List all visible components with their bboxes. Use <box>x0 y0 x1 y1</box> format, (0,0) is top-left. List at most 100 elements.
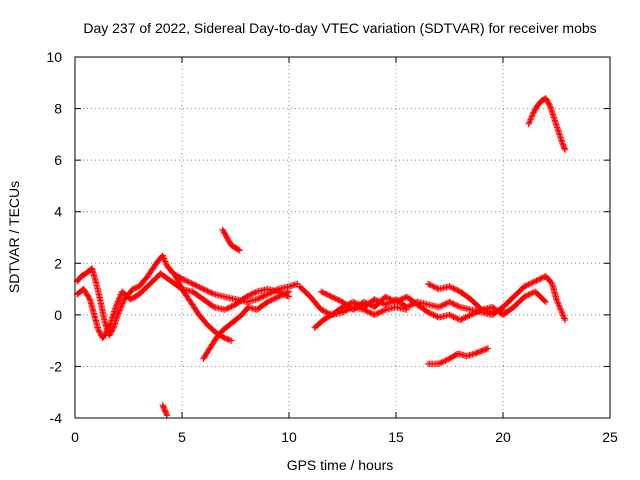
data-point <box>454 302 461 310</box>
data-point <box>226 303 234 311</box>
data-points <box>73 95 569 419</box>
data-point <box>375 309 382 317</box>
data-point <box>180 276 187 283</box>
data-point <box>531 278 539 285</box>
data-point <box>450 285 457 292</box>
data-point <box>366 301 373 308</box>
data-point <box>317 306 325 313</box>
x-tick-label: 15 <box>388 429 404 445</box>
data-point <box>451 301 459 308</box>
data-point <box>198 285 206 292</box>
data-point <box>268 296 275 304</box>
data-point <box>399 295 406 302</box>
data-point <box>553 296 560 303</box>
y-tick-label: 2 <box>54 255 62 271</box>
data-point <box>382 293 389 301</box>
data-point <box>435 360 442 368</box>
grid <box>75 57 610 418</box>
data-point <box>451 314 459 321</box>
data-point <box>560 313 568 321</box>
data-point <box>319 307 326 314</box>
data-point <box>224 305 231 312</box>
data-point <box>525 281 532 288</box>
data-point <box>85 294 93 302</box>
data-point <box>333 296 341 303</box>
data-point <box>222 305 230 313</box>
x-tick-label: 20 <box>495 429 511 445</box>
data-point <box>537 275 544 282</box>
data-point <box>561 145 568 152</box>
data-point <box>363 300 370 307</box>
data-point <box>554 299 561 306</box>
data-point <box>371 311 378 319</box>
data-point <box>432 312 440 320</box>
data-point <box>446 283 453 290</box>
data-point <box>205 288 212 295</box>
data-point <box>115 308 123 316</box>
data-point <box>320 307 327 315</box>
data-point <box>452 301 460 309</box>
data-point <box>116 306 124 313</box>
data-point <box>427 310 434 317</box>
data-point <box>452 286 460 293</box>
data-point <box>206 289 214 296</box>
data-point <box>321 290 329 297</box>
data-point <box>431 283 438 291</box>
data-point <box>407 301 414 309</box>
data-point <box>442 357 449 364</box>
data-point <box>457 316 464 324</box>
data-point <box>467 311 475 319</box>
data-point <box>275 293 282 301</box>
data-point <box>546 101 553 108</box>
chart-title: Day 237 of 2022, Sidereal Day-to-day VTE… <box>83 20 596 36</box>
data-point <box>398 296 405 303</box>
data-point <box>273 294 281 301</box>
x-tick-label: 25 <box>602 429 618 445</box>
data-point <box>221 306 228 313</box>
data-point <box>285 288 293 295</box>
data-point <box>255 295 262 302</box>
data-point <box>427 282 434 289</box>
data-point <box>186 279 194 286</box>
data-point <box>469 311 476 318</box>
data-point <box>283 289 290 297</box>
x-tick-label: 5 <box>178 429 186 445</box>
tick-labels: 0 5 10 15 20 25 -4 -2 0 2 4 6 8 10 <box>46 49 618 445</box>
series-trace-l <box>525 95 569 154</box>
data-point <box>424 280 432 288</box>
data-point <box>362 299 369 306</box>
data-point <box>204 287 211 295</box>
data-point <box>161 256 168 264</box>
data-point <box>521 293 528 301</box>
data-point <box>386 295 393 302</box>
data-point <box>538 274 545 282</box>
data-point <box>387 296 394 303</box>
data-point <box>192 282 199 289</box>
data-point <box>394 298 401 305</box>
y-tick-label: -4 <box>50 410 63 426</box>
data-point <box>328 293 335 301</box>
series-trace-i <box>311 303 410 331</box>
data-point <box>281 290 289 297</box>
data-point <box>454 287 461 294</box>
data-point <box>202 287 210 294</box>
y-tick-label: 0 <box>54 307 62 323</box>
data-point <box>366 309 373 316</box>
data-point <box>529 279 536 286</box>
data-point <box>116 294 123 301</box>
data-point <box>115 296 122 304</box>
data-point <box>450 300 457 308</box>
series-trace-k <box>424 345 492 368</box>
data-point <box>390 297 397 304</box>
data-point <box>119 300 126 307</box>
data-point <box>345 305 353 313</box>
data-point <box>450 313 457 320</box>
data-point <box>446 311 453 319</box>
data-point <box>426 309 433 317</box>
data-point <box>117 292 124 300</box>
data-point <box>261 292 269 299</box>
data-point <box>443 356 451 364</box>
data-point <box>383 294 390 301</box>
axes <box>74 56 611 419</box>
